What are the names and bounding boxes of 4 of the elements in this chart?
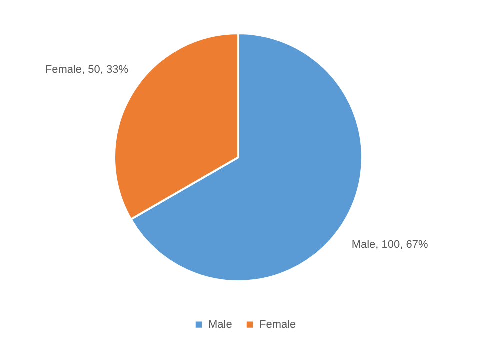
data-label: Female, 50, 33% [45,64,129,76]
legend-label: Male [208,318,232,331]
legend-label: Female [260,318,296,331]
data-label: Male, 100, 67% [352,239,428,251]
